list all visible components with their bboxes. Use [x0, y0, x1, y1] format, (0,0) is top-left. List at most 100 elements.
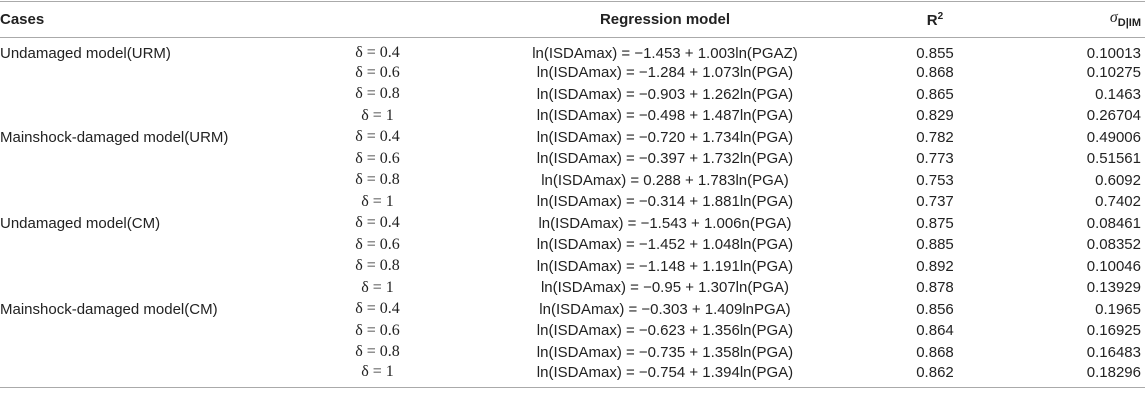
r2-cell: 0.878 — [916, 279, 954, 297]
case-cell: Undamaged model(CM) — [0, 214, 161, 232]
model-cell: ln(ISDAmax) = −0.903 + 1.262ln(PGA) — [536, 85, 794, 103]
r2-cell: 0.862 — [916, 363, 954, 381]
sigma-cell: 0.13929 — [1086, 279, 1141, 297]
table-row: Mainshock-damaged model(CM) δ = 0.4 ln(ISD… — [0, 299, 1145, 321]
delta-cell: δ = 0.8 — [355, 343, 400, 361]
case-cell: Mainshock-damaged model(CM) — [0, 300, 218, 318]
sigma-cell: 0.08352 — [1086, 236, 1141, 254]
table-row: δ = 0.8 ln(ISDAmax) = 0.288 + 1.783ln(PGA… — [0, 170, 1145, 192]
model-cell: ln(ISDAmax) = −1.543 + 1.006n(PGA) — [538, 214, 792, 232]
sigma-cell: 0.10013 — [1086, 44, 1141, 62]
case-cell: Mainshock-damaged model(URM) — [0, 128, 229, 146]
sigma-cell: 0.1463 — [1095, 85, 1141, 103]
model-cell: ln(ISDAmax) = −1.148 + 1.191ln(PGA) — [536, 257, 794, 275]
table-row: δ = 0.8 ln(ISDAmax) = −0.903 + 1.262ln(PG… — [0, 84, 1145, 106]
case-cell — [0, 277, 310, 299]
table-row: Mainshock-damaged model(URM) δ = 0.4 ln(IS… — [0, 127, 1145, 149]
model-cell: ln(ISDAmax) = −0.735 + 1.358ln(PGA) — [536, 343, 794, 361]
r2-cell: 0.864 — [916, 322, 954, 340]
model-cell: ln(ISDAmax) = −0.397 + 1.732ln(PGA) — [536, 150, 794, 168]
delta-cell: δ = 1 — [361, 363, 394, 380]
sigma-cell: 0.51561 — [1086, 150, 1141, 168]
results-table: Cases Regression model R2 σD|IM Undamage… — [0, 1, 1145, 388]
case-cell — [0, 84, 310, 106]
header-cell — [310, 2, 445, 38]
table-row: δ = 1 ln(ISDAmax) = −0.498 + 1.487ln(PGA)… — [0, 105, 1145, 127]
table-row: Undamaged model(CM) δ = 0.4 ln(ISDAmax) = … — [0, 213, 1145, 235]
sigma-cell: 0.18296 — [1086, 363, 1141, 381]
header-text: σ — [1109, 9, 1118, 27]
r2-cell: 0.868 — [916, 343, 954, 361]
delta-cell: δ = 1 — [361, 278, 394, 296]
sigma-cell: 0.49006 — [1086, 128, 1141, 146]
table-row: δ = 0.6 ln(ISDAmax) = −0.397 + 1.732ln(PG… — [0, 148, 1145, 170]
delta-cell: δ = 0.6 — [355, 321, 400, 339]
delta-cell: δ = 0.6 — [355, 63, 400, 81]
model-cell: ln(ISDAmax) = −0.754 + 1.394ln(PGA) — [536, 363, 794, 381]
r2-cell: 0.892 — [916, 257, 954, 275]
case-cell — [0, 320, 310, 342]
case-cell: Undamaged model(URM) — [0, 44, 171, 62]
delta-cell: δ = 0.4 — [355, 214, 400, 232]
model-cell: ln(ISDAmax) = −0.498 + 1.487ln(PGA) — [536, 107, 794, 125]
r2-cell: 0.856 — [916, 300, 954, 318]
model-cell: ln(ISDAmax) = −1.284 + 1.073ln(PGA) — [536, 64, 794, 82]
header-cell: Cases — [0, 11, 45, 28]
sigma-cell: 0.16483 — [1086, 343, 1141, 361]
delta-cell: δ = 0.8 — [355, 257, 400, 275]
case-cell — [0, 256, 310, 278]
table-body: Undamaged model(URM) δ = 0.4 ln(ISDAmax) =… — [0, 38, 1145, 388]
r2-cell: 0.868 — [916, 64, 954, 82]
sigma-cell: 0.10275 — [1086, 64, 1141, 82]
table-row: δ = 1 ln(ISDAmax) = −0.314 + 1.881ln(PGA)… — [0, 191, 1145, 213]
sigma-cell: 0.16925 — [1086, 322, 1141, 340]
r2-cell: 0.782 — [916, 128, 954, 146]
sigma-cell: 0.6092 — [1095, 171, 1141, 189]
table-row: δ = 1 ln(ISDAmax) = −0.754 + 1.394ln(PGA)… — [0, 363, 1145, 388]
header-sup: 2 — [937, 10, 944, 22]
model-cell: ln(ISDAmax) = −0.95 + 1.307ln(PGA) — [540, 279, 790, 297]
r2-cell: 0.865 — [916, 85, 954, 103]
delta-cell: δ = 0.8 — [355, 171, 400, 189]
model-cell: ln(ISDAmax) = −0.720 + 1.734ln(PGA) — [536, 128, 794, 146]
sigma-cell: 0.7402 — [1095, 193, 1141, 211]
header-text: R — [926, 11, 938, 29]
r2-cell: 0.885 — [916, 236, 954, 254]
case-cell — [0, 148, 310, 170]
sigma-cell: 0.10046 — [1086, 257, 1141, 275]
delta-cell: δ = 0.6 — [355, 235, 400, 253]
delta-cell: δ = 0.4 — [355, 44, 400, 61]
r2-cell: 0.829 — [916, 107, 954, 125]
case-cell — [0, 363, 310, 388]
header-cell: σD|IM — [985, 2, 1145, 38]
table-row: δ = 0.6 ln(ISDAmax) = −1.452 + 1.048ln(PG… — [0, 234, 1145, 256]
r2-cell: 0.773 — [916, 150, 954, 168]
header-row: Cases Regression model R2 σD|IM — [0, 1, 1145, 38]
delta-cell: δ = 1 — [361, 192, 394, 210]
case-cell — [0, 62, 310, 84]
sigma-cell: 0.26704 — [1086, 107, 1141, 125]
r2-cell: 0.875 — [916, 214, 954, 232]
r2-cell: 0.753 — [916, 171, 954, 189]
delta-cell: δ = 0.4 — [355, 128, 400, 146]
table-row: δ = 0.8 ln(ISDAmax) = −1.148 + 1.191ln(PG… — [0, 256, 1145, 278]
delta-cell: δ = 0.6 — [355, 149, 400, 167]
delta-cell: δ = 0.4 — [355, 300, 400, 318]
model-cell: ln(ISDAmax) = −1.452 + 1.048ln(PGA) — [536, 236, 794, 254]
table-header: Cases Regression model R2 σD|IM — [0, 1, 1145, 38]
delta-cell: δ = 0.8 — [355, 85, 400, 103]
sigma-cell: 0.1965 — [1095, 300, 1141, 318]
r2-cell: 0.855 — [916, 44, 954, 62]
table-row: Undamaged model(URM) δ = 0.4 ln(ISDAmax) =… — [0, 38, 1145, 63]
r2-cell: 0.737 — [916, 193, 954, 211]
header-sub: D|IM — [1117, 17, 1141, 30]
model-cell: ln(ISDAmax) = −0.314 + 1.881ln(PGA) — [536, 193, 794, 211]
case-cell — [0, 105, 310, 127]
sigma-cell: 0.08461 — [1086, 214, 1141, 232]
model-cell: ln(ISDAmax) = 0.288 + 1.783ln(PGA) — [541, 171, 789, 189]
case-cell — [0, 191, 310, 213]
case-cell — [0, 342, 310, 364]
table-row: δ = 0.6 ln(ISDAmax) = −1.284 + 1.073ln(PG… — [0, 62, 1145, 84]
model-cell: ln(ISDAmax) = −1.453 + 1.003ln(PGAZ) — [532, 44, 798, 62]
